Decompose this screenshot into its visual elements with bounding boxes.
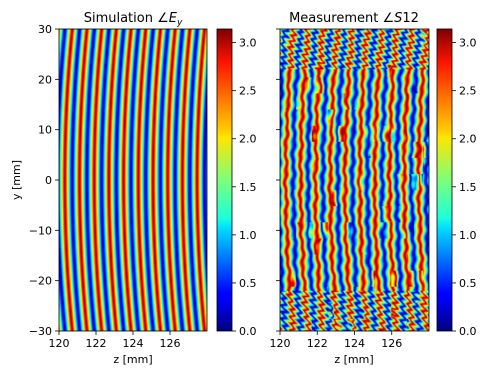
colorbar-tick-label: 2.5 <box>459 85 477 98</box>
x-tick-label: 124 <box>344 337 365 350</box>
x-tick-label: 126 <box>160 337 181 350</box>
colorbar-tick-label: 2.0 <box>459 133 477 146</box>
measurement-colorbar-ticks: 0.0 0.5 1.0 1.5 2.0 2.5 3.0 <box>452 37 477 338</box>
measurement-title: Measurement ∠S12 <box>289 11 419 26</box>
measurement-colorbar <box>436 28 453 332</box>
colorbar-tick-label: 0.5 <box>239 277 257 290</box>
x-tick-label: 122 <box>307 337 328 350</box>
simulation-title: Simulation ∠Ey <box>84 11 183 28</box>
y-tick-label: 10 <box>38 124 52 137</box>
colorbar-tick-label: 1.5 <box>459 181 477 194</box>
colorbar-tick-label: 3.0 <box>239 37 257 50</box>
colorbar-tick-label: 3.0 <box>459 37 477 50</box>
colorbar-tick-label: 1.0 <box>459 229 477 242</box>
measurement-x-axis-label: z [mm] <box>334 353 373 366</box>
x-tick-label: 122 <box>86 337 107 350</box>
y-tick-label: 20 <box>38 73 52 86</box>
simulation-y-axis-label: y [mm] <box>10 160 23 200</box>
x-tick-label: 120 <box>49 337 70 350</box>
y-tick-label: 0 <box>45 174 52 187</box>
colorbar-tick-label: 1.5 <box>239 181 257 194</box>
x-tick-label: 124 <box>123 337 144 350</box>
x-tick-label: 120 <box>270 337 291 350</box>
colorbar-tick-label: 1.0 <box>239 229 257 242</box>
simulation-panel: Simulation ∠Ey 120 122 124 126 −30 −20 −10 0 10 2… <box>10 11 257 366</box>
y-tick-label: −30 <box>29 325 52 338</box>
colorbar-tick-label: 0.0 <box>239 325 257 338</box>
colorbar-tick-label: 2.5 <box>239 85 257 98</box>
simulation-heatmap <box>59 29 207 331</box>
simulation-axis-ticks: 120 122 124 126 −30 −20 −10 0 10 20 30 <box>29 23 181 350</box>
colorbar-tick-label: 0.5 <box>459 277 477 290</box>
measurement-heatmap <box>280 29 429 331</box>
x-tick-label: 126 <box>381 337 402 350</box>
colorbar-tick-label: 2.0 <box>239 133 257 146</box>
colorbar-tick-label: 0.0 <box>459 325 477 338</box>
y-tick-label: 30 <box>38 23 52 36</box>
simulation-colorbar <box>216 28 233 332</box>
measurement-panel: Measurement ∠S12 120 122 124 126 z [mm] 0.0… <box>270 11 477 366</box>
measurement-axis-ticks: 120 122 124 126 <box>270 28 402 350</box>
y-tick-label: −10 <box>29 224 52 237</box>
y-tick-label: −20 <box>29 275 52 288</box>
simulation-colorbar-ticks: 0.0 0.5 1.0 1.5 2.0 2.5 3.0 <box>232 37 257 338</box>
simulation-x-axis-label: z [mm] <box>113 353 152 366</box>
